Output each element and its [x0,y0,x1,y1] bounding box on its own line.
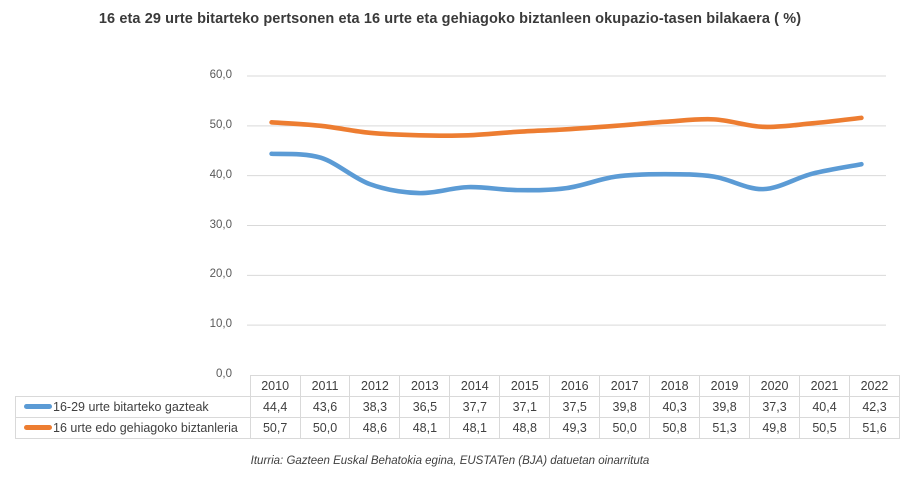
value-cell: 37,5 [549,396,601,418]
series-row: 16 urte edo gehiagoko biztanleria 50,7 50,… [15,417,900,439]
legend-label: 16 urte edo gehiagoko biztanleria [53,421,238,435]
data-table: 2010 2011 2012 2013 2014 2015 2016 2017 2018 2019… [15,375,900,439]
y-axis-label: 60,0 [209,69,232,81]
year-header-cell: 2014 [449,375,501,397]
year-header-cell: 2022 [848,375,900,397]
value-cell: 38,3 [349,396,401,418]
value-cell: 37,3 [749,396,801,418]
year-header-cell: 2017 [599,375,651,397]
legend-line-swatch-icon [24,425,52,431]
year-header-cell: 2021 [799,375,850,397]
value-cell: 48,8 [499,417,551,439]
value-cell: 48,1 [399,417,451,439]
value-cell: 44,4 [249,396,301,418]
y-axis-label: 0,0 [216,368,232,380]
year-header-cell: 2015 [499,375,551,397]
value-cell: 48,1 [449,417,501,439]
y-axis-label: 10,0 [209,318,232,331]
chart-title: 16 eta 29 urte bitarteko pertsonen eta 1… [98,11,802,27]
y-axis-label: 30,0 [209,218,232,231]
value-cell: 42,3 [848,396,900,418]
value-cell: 40,3 [649,396,701,418]
year-header-cell: 2016 [549,375,601,397]
year-header-cell: 2011 [299,375,351,397]
series-line-youth [269,151,864,196]
y-axis-label: 50,0 [209,118,232,131]
legend-cell: 16-29 urte bitarteko gazteak [15,396,251,418]
y-axis-label: 40,0 [209,168,232,181]
y-axis-label: 20,0 [209,268,232,281]
year-header-cell: 2013 [399,375,451,397]
value-cell: 36,5 [399,396,451,418]
source-note: Iturria: Gazteen Euskal Behatokia egina,… [250,455,650,467]
value-cell: 50,0 [599,417,651,439]
value-cell: 40,4 [799,396,850,418]
value-cell: 37,7 [449,396,501,418]
value-cell: 39,8 [699,396,751,418]
year-header-cell: 2010 [249,375,301,397]
year-header-cell: 2012 [349,375,401,397]
legend-line-swatch-icon [24,404,52,410]
year-header-cell: 2020 [749,375,801,397]
value-cell: 48,6 [349,417,401,439]
value-cell: 50,0 [299,417,351,439]
value-cell: 50,5 [799,417,850,439]
series-line-total [269,115,864,138]
value-cell: 37,1 [499,396,551,418]
series-row: 16-29 urte bitarteko gazteak 44,4 43,6 38,3… [15,396,900,418]
value-cell: 51,6 [848,417,900,439]
value-cell: 39,8 [599,396,651,418]
value-cell: 43,6 [299,396,351,418]
legend-label: 16-29 urte bitarteko gazteak [53,400,209,414]
value-cell: 50,7 [249,417,301,439]
value-cell: 50,8 [649,417,701,439]
year-header-cell: 2018 [649,375,701,397]
value-cell: 51,3 [699,417,751,439]
year-header-row: 2010 2011 2012 2013 2014 2015 2016 2017 2018 2019… [16,375,900,397]
year-header-cell: 2019 [699,375,751,397]
table-header: 2010 2011 2012 2013 2014 2015 2016 2017 2018 2019… [16,375,900,397]
value-cell: 49,3 [549,417,601,439]
table-body: 16-29 urte bitarteko gazteak 44,4 43,6 38,3… [15,396,900,439]
legend-cell: 16 urte edo gehiagoko biztanleria [15,417,251,439]
header-corner-cell [16,376,251,397]
chart-canvas [247,75,886,326]
value-cell: 49,8 [749,417,801,439]
